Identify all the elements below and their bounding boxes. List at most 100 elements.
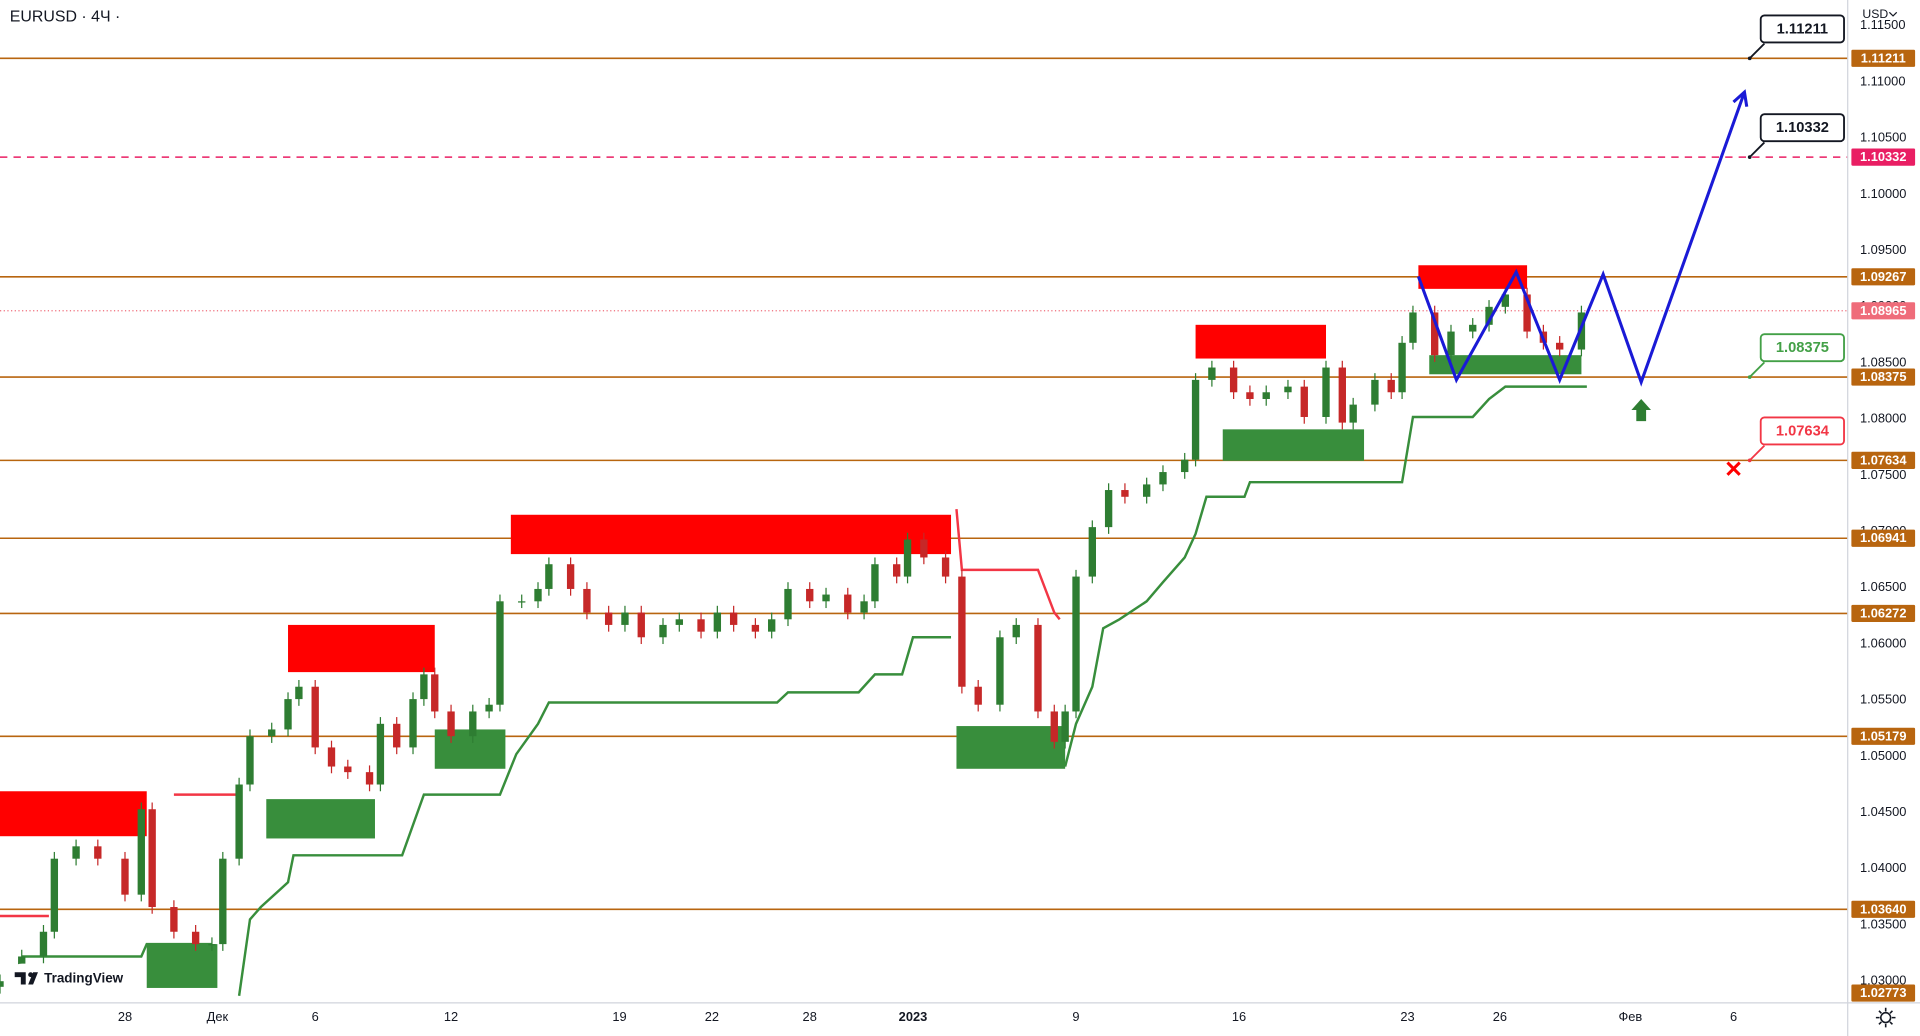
candle-body xyxy=(860,601,868,613)
candle-body xyxy=(496,601,504,705)
callout-box xyxy=(1759,416,1845,446)
axes: 1.03000 1.03500 1.04000 1.04500 1.05000 1.055… xyxy=(118,17,1916,1024)
x-tick-label: 6 xyxy=(312,1009,319,1024)
candle-body xyxy=(94,846,102,859)
time-axis xyxy=(0,1002,1920,1036)
callout-box xyxy=(1759,113,1845,143)
candle-body xyxy=(1523,294,1531,332)
candle-body xyxy=(697,619,705,632)
y-tick-label: 1.05500 xyxy=(1860,692,1906,707)
overlay: 1.11211 1.10332 1.08375 1.07634 xyxy=(1631,14,1845,476)
candle-body xyxy=(583,588,591,613)
zone xyxy=(1222,429,1365,461)
currency-chevron xyxy=(1888,11,1898,17)
level-label-bg xyxy=(1851,984,1916,1002)
candle-body xyxy=(903,539,912,577)
level-label-bg xyxy=(1851,49,1916,67)
candle-body xyxy=(191,931,200,945)
candle-body xyxy=(566,564,575,589)
candle-body xyxy=(675,619,683,625)
y-tick-label: 1.11500 xyxy=(1860,17,1906,32)
y-tick-label: 1.03000 xyxy=(1860,973,1906,988)
callout-leader xyxy=(1749,42,1766,59)
y-tick-label: 1.11000 xyxy=(1860,73,1906,88)
x-tick-label: 22 xyxy=(705,1009,719,1024)
level-label-bg xyxy=(1851,451,1916,469)
y-tick-label: 1.03500 xyxy=(1860,916,1906,931)
y-tick-label: 1.04500 xyxy=(1860,804,1906,819)
candle-body xyxy=(1246,392,1254,400)
settings-icon[interactable] xyxy=(1875,1007,1896,1028)
candle-body xyxy=(751,624,760,632)
candle-body xyxy=(545,564,553,589)
y-tick-label: 1.04000 xyxy=(1860,860,1906,875)
logo-dot xyxy=(28,972,34,978)
candle-body xyxy=(1034,624,1042,712)
candle-body xyxy=(974,686,982,705)
y-tick-label: 1.06500 xyxy=(1860,579,1906,594)
currency[interactable]: USD xyxy=(1862,7,1888,21)
candle-body xyxy=(534,588,542,602)
x-tick-label: 19 xyxy=(612,1009,626,1024)
zone xyxy=(1418,265,1528,289)
projection-arrowhead xyxy=(1732,89,1749,107)
candle-body xyxy=(0,981,4,987)
cross-marker xyxy=(1726,461,1741,476)
candle-body xyxy=(344,766,352,773)
candle-body xyxy=(1469,324,1477,332)
candle-body xyxy=(996,637,1004,705)
candle-body xyxy=(246,736,254,785)
x-tick-label: Фев xyxy=(1618,1009,1642,1024)
candle-body xyxy=(208,944,216,946)
level-label-bg xyxy=(1851,268,1916,286)
y-tick-label: 1.06000 xyxy=(1860,635,1906,650)
candle-body xyxy=(637,612,645,638)
callout-leader xyxy=(1749,141,1766,158)
candle-body xyxy=(50,858,59,932)
candle-body xyxy=(871,564,879,602)
candle-body xyxy=(295,686,303,700)
candle-body xyxy=(1556,342,1564,350)
level-label: 1.11211 xyxy=(1861,50,1906,65)
candle-body xyxy=(148,809,156,908)
price-axis xyxy=(1847,0,1920,1036)
candle-body xyxy=(1431,312,1439,356)
candle-body xyxy=(659,624,667,638)
plot-area xyxy=(0,57,1848,996)
callout-label: 1.10332 xyxy=(1776,120,1829,136)
gear-teeth xyxy=(1875,1007,1896,1028)
logo-text: TradingView xyxy=(44,971,124,986)
candle-body xyxy=(219,858,227,945)
candle-body xyxy=(1349,404,1357,423)
candle-body xyxy=(1284,386,1292,393)
x-tick-label: 9 xyxy=(1072,1009,1079,1024)
x-tick-label: Дек xyxy=(207,1009,229,1024)
candle-body xyxy=(1262,392,1270,400)
zone xyxy=(266,799,375,839)
logo-bg xyxy=(7,963,125,994)
candle-body xyxy=(1447,331,1455,356)
y-tick-label: 1.10000 xyxy=(1860,186,1906,201)
zone xyxy=(288,624,435,673)
symbol-title: EURUSD · 4Ч · xyxy=(10,8,121,25)
candle-body xyxy=(941,557,950,577)
y-tick-label: 1.08500 xyxy=(1860,354,1906,369)
gear[interactable] xyxy=(1879,1011,1892,1024)
candle-body xyxy=(121,858,129,895)
callout-box xyxy=(1759,14,1845,44)
level-label: 1.06941 xyxy=(1860,530,1906,545)
zone xyxy=(0,791,147,837)
candle-body xyxy=(485,704,493,712)
candle-body xyxy=(1050,711,1058,742)
x-tick-label: 23 xyxy=(1400,1009,1414,1024)
level-label-bg xyxy=(1851,302,1916,320)
candle-body xyxy=(1338,367,1346,423)
logo: TradingView xyxy=(7,963,125,994)
level-label: 1.06272 xyxy=(1860,605,1906,620)
candle-body xyxy=(806,588,814,602)
candle-body xyxy=(729,612,738,625)
candle-body xyxy=(1409,312,1417,343)
candle-body xyxy=(170,907,178,932)
y-tick-label: 1.09500 xyxy=(1860,242,1906,257)
